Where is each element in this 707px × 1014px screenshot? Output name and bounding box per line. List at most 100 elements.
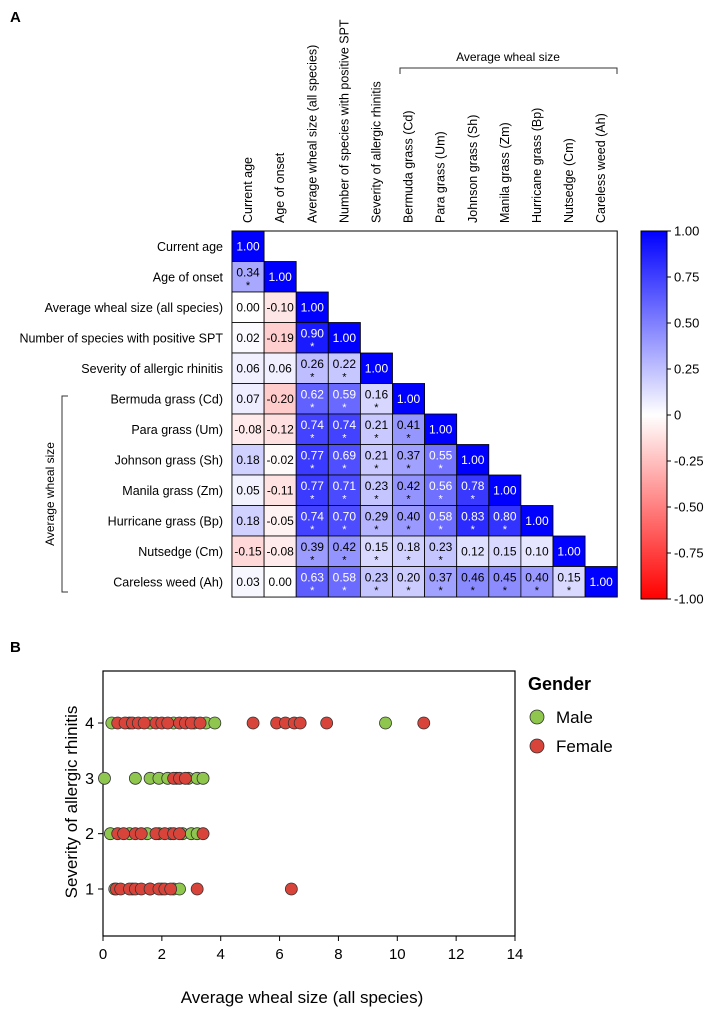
significance-marker: * [342,524,347,536]
cell-value-label: 0.77 [301,449,325,463]
plot-frame [102,670,516,937]
x-tick-label: 6 [275,946,283,963]
cell-value-label: -0.20 [266,392,294,406]
heatmap-cell [263,444,297,476]
cell-value-label: 0.23 [365,571,389,585]
significance-marker: * [342,494,347,506]
heatmap-cell [359,535,393,567]
scatter-point-female [164,882,178,896]
cell-value-label: 0.02 [236,331,260,345]
heatmap-cell [263,566,297,598]
heatmap-cell [327,352,361,384]
y-axis: 1 2 3 4 [85,716,103,899]
scatter-point-female [117,827,130,841]
scatter-point-female [137,716,151,730]
significance-marker: * [406,433,411,445]
heatmap-cell [263,291,297,323]
significance-marker: * [310,433,315,445]
panel-label-a: A [10,9,21,26]
cell-value-label: 0.12 [461,545,485,559]
scatter-point-female [173,827,186,841]
correlation-heatmap-panel: A Current age Age of onset Average wheal s… [10,9,704,607]
cell-value-label: 0.58 [333,571,357,585]
cell-value-label: 0.40 [525,571,549,585]
row-label: Average wheal size (all species) [45,301,223,315]
legend: Gender Male Female [528,674,613,756]
heatmap-cell [327,444,361,476]
cell-value-label: 0.29 [365,510,389,524]
group-bracket-left-line [61,395,68,593]
significance-marker: * [406,524,411,536]
colorbar-tick-label: 0.75 [674,270,699,285]
heatmap-cell [456,535,490,567]
cell-value-label: 0.74 [301,418,325,432]
cell-value-label: -0.11 [267,484,294,498]
legend-label-male: Male [556,708,593,727]
heatmap-cell [584,566,618,598]
significance-marker: * [374,402,379,414]
cell-value-label: 1.00 [589,575,613,589]
cell-value-label: 0.56 [429,479,453,493]
heatmap-cell [520,505,554,537]
significance-marker: * [342,585,347,597]
colorbar-tick-label: 1.00 [674,224,699,239]
scatter-point-male [208,716,222,730]
cell-value-label: 0.07 [236,392,260,406]
cell-value-label: 0.42 [397,479,421,493]
significance-marker: * [310,524,315,536]
significance-marker: * [310,341,315,353]
heatmap-cell [488,535,522,567]
scatter-points [98,716,431,896]
cell-value-label: 0.46 [461,571,485,585]
significance-marker: * [471,585,476,597]
scatter-point-female [320,716,334,730]
cell-value-label: -0.10 [266,301,294,315]
cell-value-label: 0.78 [461,479,485,493]
significance-marker: * [374,433,379,445]
cell-value-label: -0.02 [266,453,294,467]
colorbar-tick-label: 0.25 [674,362,699,377]
cell-value-label: 0.18 [236,453,260,467]
cell-value-label: -0.08 [234,423,262,437]
cell-value-label: 0.42 [333,540,357,554]
heatmap-cell [231,444,265,476]
row-label: Manila grass (Zm) [122,484,223,498]
significance-marker: * [246,280,251,292]
cell-value-label: 1.00 [429,423,453,437]
heatmap-cell [231,535,265,567]
colorbar-tick-label: -0.50 [674,500,704,515]
cell-value-label: 0.45 [493,571,517,585]
heatmap-cell [456,505,490,537]
cell-value-label: -0.12 [266,423,294,437]
cell-value-label: 0.39 [301,540,325,554]
significance-marker: * [406,555,411,567]
cell-value-label: 0.15 [557,571,581,585]
heatmap-cell [295,566,329,598]
panel-label-b: B [10,639,21,656]
cell-value-label: 0.71 [333,479,357,493]
row-label: Hurricane grass (Bp) [108,514,223,528]
significance-marker: * [374,524,379,536]
x-tick-label: 0 [99,946,107,963]
heatmap-cell [295,352,329,384]
heatmap-cell [231,383,265,415]
x-tick-label: 8 [334,946,342,963]
significance-marker: * [439,585,444,597]
colorbar-tick-label: -0.75 [674,546,704,561]
heatmap-cell [424,566,458,598]
legend-title: Gender [528,674,591,694]
x-axis-label: Average wheal size (all species) [181,988,424,1007]
cell-value-label: 0.34 [236,266,260,280]
cell-value-label: 0.40 [397,510,421,524]
cell-value-label: 0.05 [236,484,260,498]
cell-value-label: 0.10 [525,545,549,559]
column-label: Current age [241,157,255,223]
heatmap-cell [295,291,329,323]
significance-marker: * [342,433,347,445]
heatmap-cell [295,474,329,506]
cell-value-label: 1.00 [301,301,325,315]
heatmap-cell [359,505,393,537]
cell-value-label: 0.69 [333,449,357,463]
scatter-point-female [293,716,307,730]
legend-marker-female [529,738,545,754]
